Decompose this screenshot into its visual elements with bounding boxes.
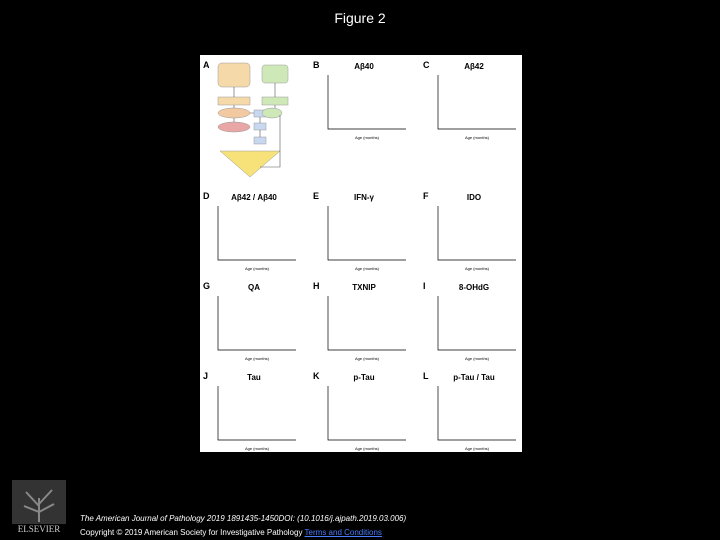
figure: A B Aβ40 Age (months) C Aβ42 Age (months) D Aβ42…	[200, 55, 522, 452]
panel-xlabel: Age (months)	[245, 356, 270, 361]
panel-axes	[437, 206, 516, 261]
panel-xlabel: Age (months)	[245, 446, 270, 451]
logo-text: ELSEVIER	[18, 524, 61, 534]
panel-label: J	[203, 371, 208, 381]
panel-title: Aβ42 / Aβ40	[231, 193, 277, 202]
panel-axes	[437, 296, 516, 351]
pathway-diagram	[217, 62, 289, 178]
panel-axes	[217, 386, 296, 441]
panel-axes	[327, 386, 406, 441]
panel-label: H	[313, 281, 320, 291]
panel-axes	[327, 206, 406, 261]
panel-axes	[327, 296, 406, 351]
panel-label: L	[423, 371, 429, 381]
panel-xlabel: Age (months)	[355, 135, 380, 140]
citation: The American Journal of Pathology 2019 1…	[80, 514, 407, 523]
panel-label: I	[423, 281, 426, 291]
panel-axes	[217, 296, 296, 351]
panel-title: TXNIP	[352, 283, 376, 292]
copyright: Copyright © 2019 American Society for In…	[80, 528, 382, 537]
panel-axes	[217, 206, 296, 261]
figure-background	[200, 55, 522, 452]
panel-title: QA	[248, 283, 260, 292]
panel-title: Tau	[247, 373, 261, 382]
panel-label: B	[313, 60, 320, 70]
panel-xlabel: Age (months)	[465, 446, 490, 451]
panel-title: IFN-γ	[354, 193, 375, 202]
panel-axes	[437, 386, 516, 441]
copyright-text: Copyright © 2019 American Society for In…	[80, 528, 303, 537]
panel-title: Aβ42	[464, 62, 484, 71]
slide-title: Figure 2	[334, 10, 386, 26]
panel-label: A	[203, 60, 210, 70]
panel-xlabel: Age (months)	[465, 356, 490, 361]
panel-title: p-Tau	[353, 373, 374, 382]
panel-label: E	[313, 191, 319, 201]
publisher-logo: ELSEVIER	[12, 480, 66, 534]
panel-xlabel: Age (months)	[245, 266, 270, 271]
panel-title: 8-OHdG	[459, 283, 489, 292]
panel-label: D	[203, 191, 210, 201]
panel-axes	[327, 75, 406, 130]
panel-xlabel: Age (months)	[465, 135, 490, 140]
panel-xlabel: Age (months)	[355, 266, 380, 271]
panel-label: C	[423, 60, 430, 70]
panel-title: IDO	[467, 193, 481, 202]
panel-xlabel: Age (months)	[355, 356, 380, 361]
panel-xlabel: Age (months)	[465, 266, 490, 271]
panel-label: G	[203, 281, 210, 291]
logo-tree	[23, 489, 55, 522]
panel-title: Aβ40	[354, 62, 374, 71]
terms-link[interactable]: Terms and Conditions	[304, 528, 382, 537]
panel-label: K	[313, 371, 320, 381]
panel-axes	[437, 75, 516, 130]
panel-label: F	[423, 191, 429, 201]
panel-title: p-Tau / Tau	[453, 373, 495, 382]
panel-xlabel: Age (months)	[355, 446, 380, 451]
